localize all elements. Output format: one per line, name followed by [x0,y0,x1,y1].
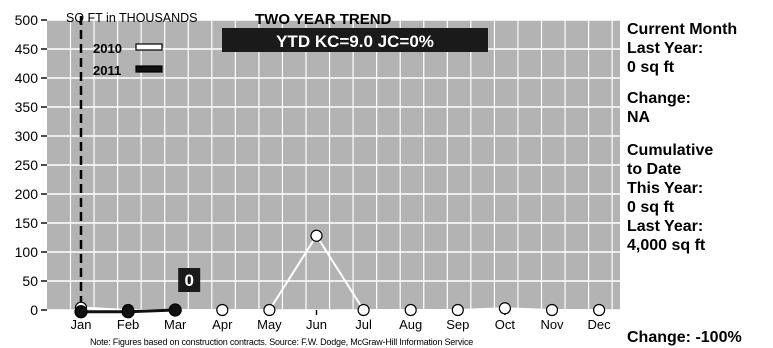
trend-chart: 0 50 100 150 200 250 300 350 400 450 500 Jan Feb Mar… [15,11,620,332]
y-tick-label: 300 [15,128,39,144]
x-tick-label: May [257,317,282,332]
legend-swatch-2011 [135,65,163,73]
y-tick-label: 350 [15,99,39,115]
x-tick-label: Aug [399,317,422,332]
y-tick-label: 0 [30,302,38,318]
change-value: NA [627,109,651,126]
x-tick-label: Dec [588,317,612,332]
point-2011-Jan [74,305,88,319]
series-group [74,229,606,319]
y-tick-label: 200 [15,186,39,202]
data-label-mar: 0 [178,268,201,292]
legend-swatch-2010 [135,43,163,51]
point-2010-May [263,303,276,317]
y-tick-label: 150 [15,215,39,231]
x-axis: Jan Feb Mar Apr May Jun Jul Aug Sep Oct Nov Dec [71,310,612,332]
cumulative-last-year-value: 4,000 sq ft [627,237,706,254]
legend-label-2011: 2011 [93,63,121,78]
y-tick-label: 400 [15,70,39,86]
this-year-label: This Year: [627,180,704,197]
x-tick-label: Mar [164,317,187,332]
y-tick-label: 100 [15,244,39,260]
y-tick-label: 450 [15,41,39,57]
legend-label-2010: 2010 [93,41,122,56]
point-2010-Sep [451,303,464,317]
point-2010-Apr [216,303,229,317]
summary-panel: Current Month Last Year: 0 sq ft Change:… [627,20,773,255]
this-year-value: 0 sq ft [627,199,675,216]
last-year-value: 0 sq ft [627,59,675,76]
y-axis-title: SQ FT in THOUSANDS [66,11,198,25]
y-tick-label: 50 [22,273,38,289]
x-tick-label: Jun [306,317,327,332]
point-2011-Mar [168,303,182,317]
cumulative-last-year-label: Last Year: [627,218,704,235]
cumulative-change: Change: -100% [627,329,742,346]
x-tick-label: Feb [117,317,139,332]
ytd-banner-text: YTD KC=9.0 JC=0% [276,32,434,51]
x-tick-label: Oct [495,317,516,332]
data-label-box [178,268,201,292]
point-2010-Oct [498,302,511,315]
x-tick-label: Jul [355,317,372,332]
legend: 2010 2011 [93,41,163,78]
x-tick-label: Sep [446,317,469,332]
current-month-heading: Current Month [627,21,738,38]
point-2010-Jun [310,229,323,242]
y-tick-label: 250 [15,157,39,173]
cumulative-heading-1: Cumulative [627,142,714,159]
ytd-banner-box [222,28,488,52]
data-label-text: 0 [184,271,193,290]
point-2011-Feb [121,305,135,319]
x-tick-label: Jan [71,317,92,332]
change-label: Change: [627,90,691,107]
point-2010-Jul [357,303,370,317]
last-year-label: Last Year: [627,40,704,57]
x-tick-label: Apr [212,317,233,332]
chart-title: TWO YEAR TREND [255,11,392,28]
cumulative-heading-2: to Date [627,161,682,178]
x-tick-label: Nov [540,317,564,332]
point-2010-Dec [592,303,606,317]
point-2010-Nov [545,303,559,317]
source-note: Note: Figures based on construction cont… [90,337,474,347]
y-axis: 0 50 100 150 200 250 300 350 400 450 500 [15,12,47,318]
point-2010-Aug [404,303,417,317]
y-tick-label: 500 [15,12,39,28]
